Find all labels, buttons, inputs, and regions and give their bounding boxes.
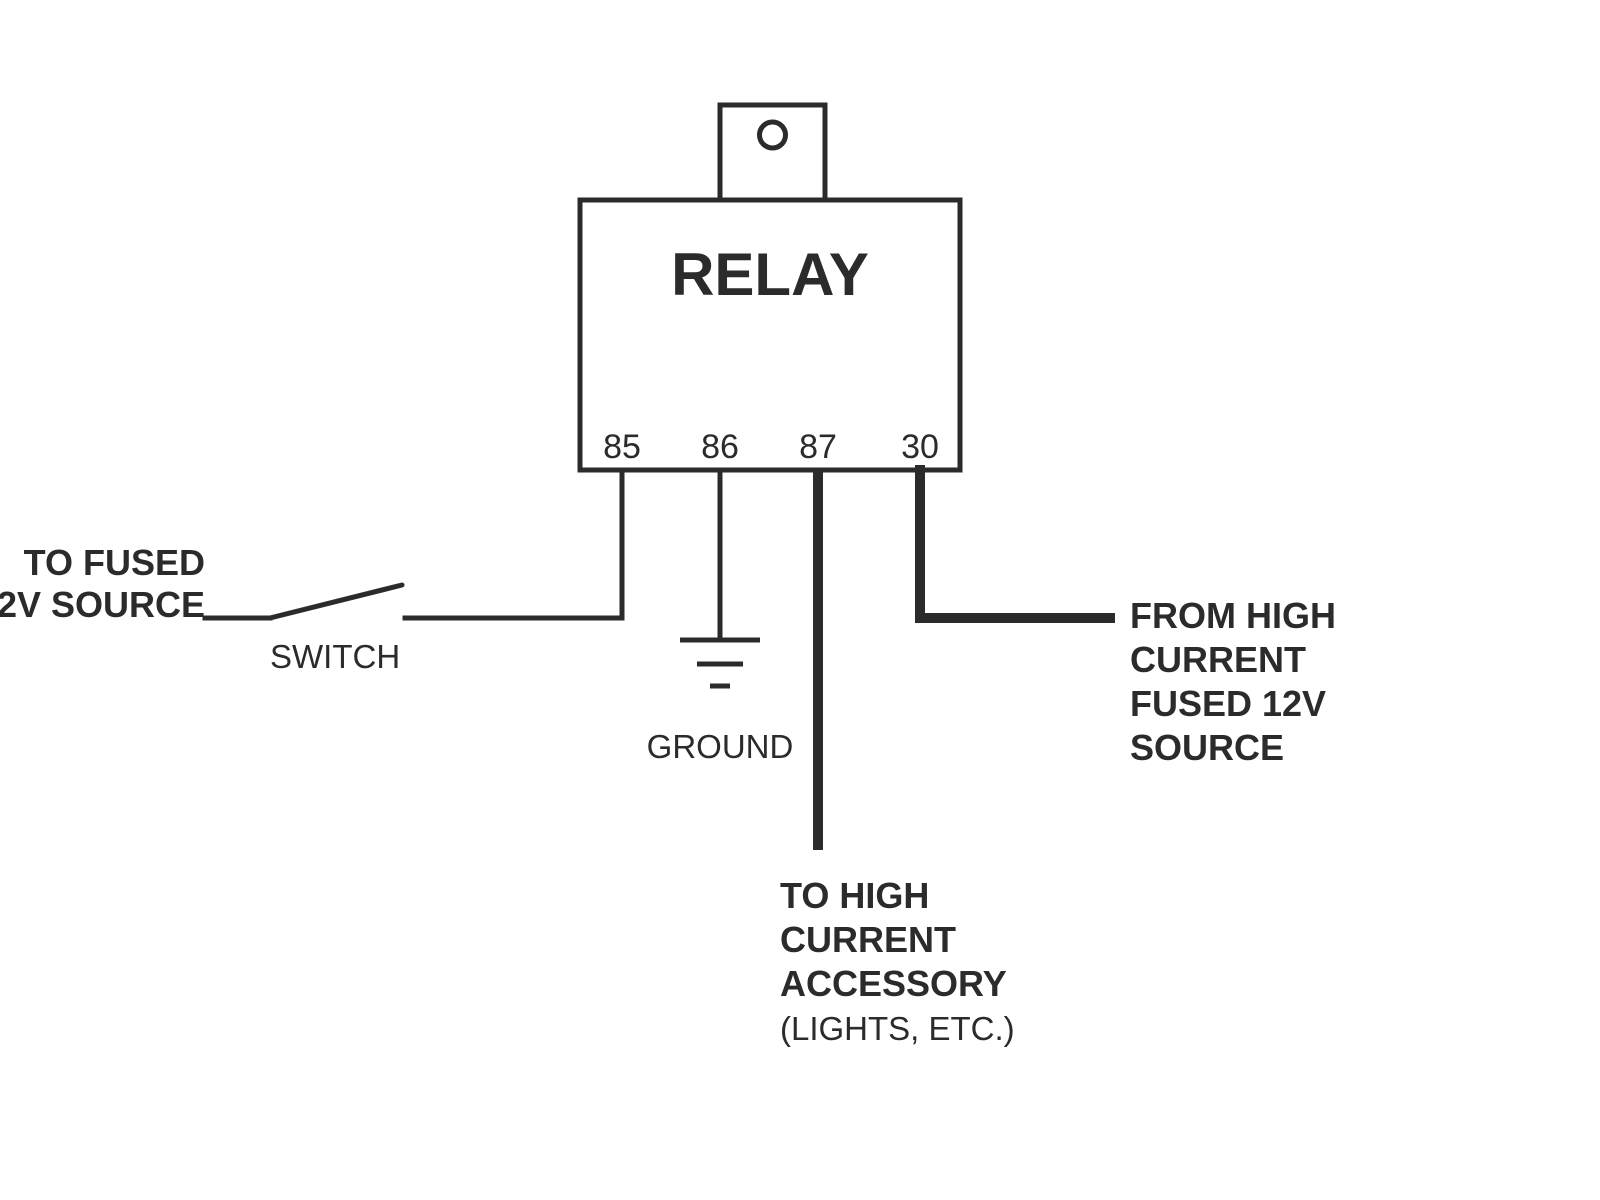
pin-85-label: 85 — [603, 428, 641, 466]
relay-tab-hole — [760, 122, 786, 148]
pin-30-label: 30 — [901, 428, 939, 466]
wire-pin85 — [405, 470, 622, 618]
wire-pin30 — [920, 470, 1110, 618]
label-to-high-current-accessory: TO HIGHCURRENTACCESSORY — [780, 875, 1007, 1004]
relay-label: RELAY — [671, 241, 869, 308]
label-switch: SWITCH — [270, 638, 400, 675]
relay-wiring-diagram: RELAY 85 86 87 30 TO FUSED12V SOURCE SWI… — [0, 0, 1600, 1200]
label-ground: GROUND — [647, 728, 794, 765]
pin-87-label: 87 — [799, 428, 837, 466]
label-to-fused-12v: TO FUSED12V SOURCE — [0, 542, 205, 625]
switch-arm — [270, 585, 402, 618]
relay-tab — [720, 105, 825, 200]
label-lights-etc: (LIGHTS, ETC.) — [780, 1010, 1015, 1047]
label-from-high-current: FROM HIGHCURRENTFUSED 12VSOURCE — [1130, 595, 1336, 768]
pin-86-label: 86 — [701, 428, 739, 466]
